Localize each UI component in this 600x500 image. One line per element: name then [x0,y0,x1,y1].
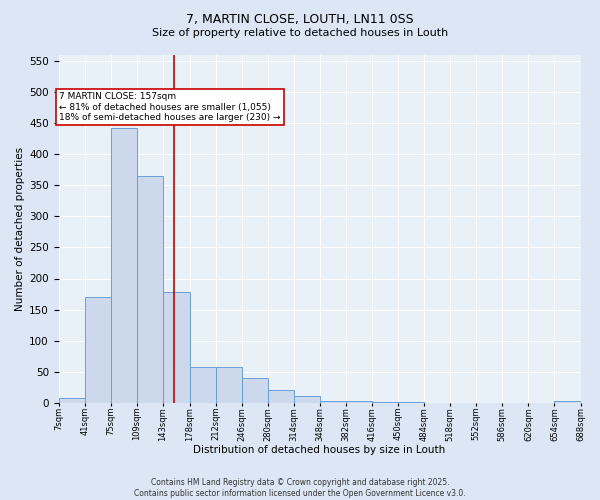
Y-axis label: Number of detached properties: Number of detached properties [15,147,25,311]
Bar [137,176,163,402]
Bar [190,368,216,402]
Bar [111,128,137,402]
Text: Size of property relative to detached houses in Louth: Size of property relative to detached ho… [152,28,448,38]
Bar [85,297,111,403]
X-axis label: Distribution of detached houses by size in Louth: Distribution of detached houses by size … [193,445,446,455]
Bar [320,401,346,402]
Text: 7, MARTIN CLOSE, LOUTH, LN11 0SS: 7, MARTIN CLOSE, LOUTH, LN11 0SS [186,12,414,26]
Bar [242,378,268,402]
Bar [216,368,242,402]
Text: Contains HM Land Registry data © Crown copyright and database right 2025.
Contai: Contains HM Land Registry data © Crown c… [134,478,466,498]
Text: 7 MARTIN CLOSE: 157sqm
← 81% of detached houses are smaller (1,055)
18% of semi-: 7 MARTIN CLOSE: 157sqm ← 81% of detached… [59,92,281,122]
Bar [163,292,190,403]
Bar [268,390,294,402]
Bar [294,396,320,402]
Bar [59,398,85,402]
